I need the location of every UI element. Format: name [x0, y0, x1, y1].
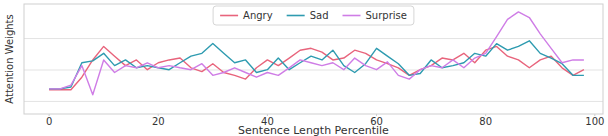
x-tick-label: 80	[479, 116, 492, 127]
x-tick-label: 100	[585, 116, 604, 127]
y-grid-line	[24, 70, 603, 71]
series-line	[49, 46, 584, 89]
legend-swatch	[287, 15, 305, 17]
x-axis-label: Sentence Length Percentile	[238, 124, 389, 136]
legend-swatch	[342, 15, 360, 17]
legend-box	[213, 6, 414, 25]
y-axis-label: Attention Weights	[4, 14, 15, 103]
y-grid-line	[24, 38, 603, 39]
x-tick-label: 0	[46, 116, 52, 127]
plot-frame	[24, 4, 603, 114]
y-grid-line	[24, 101, 603, 102]
legend-label: Surprise	[365, 10, 406, 21]
legend: Angry Sad Surprise	[213, 6, 414, 25]
x-tick-label: 20	[152, 116, 165, 127]
chart-container: 020406080100Sentence Length PercentileAt…	[0, 0, 608, 136]
legend-swatch	[220, 15, 238, 17]
chart-svg: 020406080100Sentence Length PercentileAt…	[0, 0, 608, 136]
legend-label: Angry	[243, 10, 273, 21]
legend-label: Sad	[310, 10, 329, 21]
